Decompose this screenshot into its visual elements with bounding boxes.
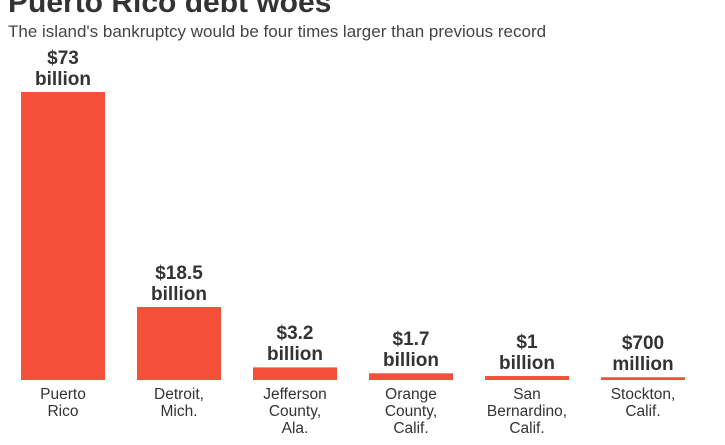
- value-label: $1 billion: [499, 332, 555, 375]
- category-label: San Bernardino, Calif.: [486, 386, 568, 437]
- bar: [369, 373, 453, 380]
- bar: [485, 376, 569, 380]
- category-label: Stockton, Calif.: [610, 386, 676, 420]
- category-label: Puerto Rico: [40, 386, 86, 420]
- bar: [601, 377, 685, 380]
- bar: [137, 307, 221, 380]
- value-label: $3.2 billion: [267, 323, 323, 366]
- category-label: Orange County, Calif.: [384, 386, 438, 437]
- value-label: $700 million: [612, 333, 674, 376]
- value-label: $73 billion: [35, 48, 91, 90]
- bar: [21, 92, 105, 380]
- value-label: $18.5 billion: [151, 263, 207, 305]
- chart-subtitle: The island's bankruptcy would be four ti…: [8, 22, 547, 41]
- category-label: Jefferson County, Ala.: [263, 386, 327, 437]
- category-label: Detroit, Mich.: [154, 386, 204, 420]
- value-label: $1.7 billion: [383, 329, 439, 372]
- chart-title: Puerto Rico debt woes: [8, 0, 332, 19]
- bar: [253, 367, 337, 380]
